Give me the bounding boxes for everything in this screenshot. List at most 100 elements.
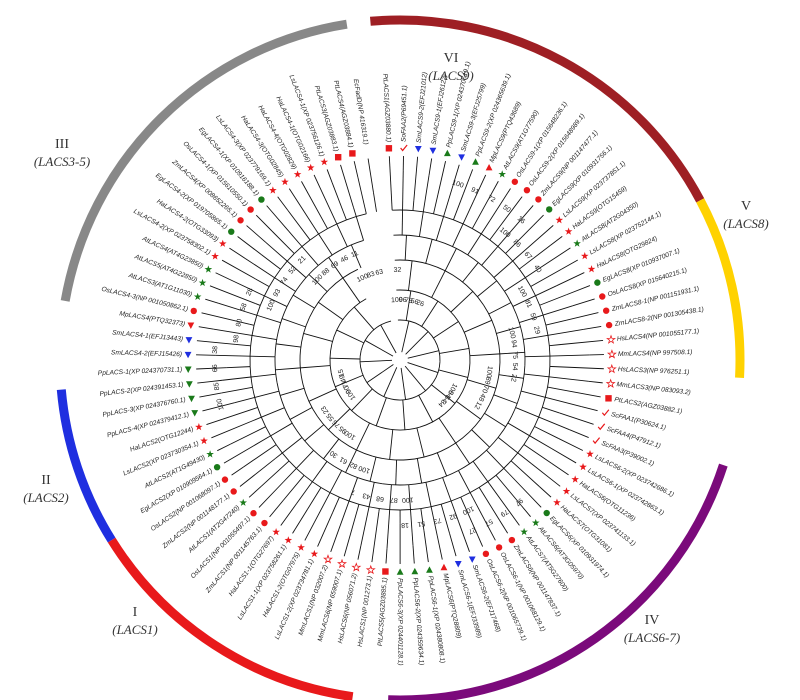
leaf-marker: [429, 147, 437, 155]
bootstrap-value: 57: [483, 517, 493, 527]
internal-spoke: [351, 388, 373, 411]
leaf-stem: [250, 416, 262, 422]
internal-spoke: [405, 290, 412, 321]
internal-spoke: [261, 407, 285, 418]
leaf-stem: [287, 210, 311, 241]
leaf-marker: [396, 568, 404, 575]
internal-spoke: [289, 407, 313, 420]
internal-spoke: [282, 437, 303, 454]
leaf-marker: [250, 510, 257, 517]
leaf-marker: [228, 228, 235, 235]
tip-branch: [499, 520, 509, 534]
leaf-stem: [430, 506, 438, 537]
tip-branch: [217, 443, 231, 452]
leaf-label: SmLACS4-2(EFJ15426): [111, 349, 182, 358]
tip-branch: [428, 158, 433, 176]
bootstrap-value: 59: [528, 312, 537, 322]
leaf-marker: [573, 239, 581, 247]
leaf-label: SmLACS9-1(EFJ26122): [431, 74, 449, 145]
leaf-marker: [562, 487, 571, 495]
leaf-stem: [440, 504, 450, 534]
leaf-label: HaLACS6(OTG11236): [578, 480, 636, 523]
leaf-stem: [443, 185, 454, 217]
bootstrap-value: 26: [415, 299, 425, 308]
tip-branch: [313, 174, 338, 224]
clade-ii-name: (LACS2): [23, 490, 69, 505]
bootstrap-value: 100: [485, 366, 493, 379]
tip-branch: [508, 473, 542, 508]
leaf-stem: [245, 258, 275, 279]
leaf-marker: [323, 554, 333, 564]
internal-spoke: [329, 470, 343, 493]
leaf-marker: [543, 509, 550, 517]
leaf-markers: [184, 144, 617, 575]
bootstrap-value: 34: [436, 398, 447, 409]
leaf-marker: [602, 307, 610, 314]
clade-arc-vi: [369, 15, 705, 203]
internal-spoke: [402, 399, 406, 430]
tip-branch: [561, 340, 604, 345]
internal-spoke: [481, 246, 499, 266]
leaf-stem: [469, 492, 477, 505]
internal-spoke: [401, 320, 410, 353]
internal-spoke: [456, 401, 481, 420]
tip-branch: [197, 379, 223, 384]
leaf-stem: [357, 177, 367, 214]
internal-spoke: [421, 300, 439, 327]
leaf-marker: [531, 518, 540, 527]
leaf-marker: [188, 395, 195, 403]
tip-branch: [215, 272, 230, 280]
internal-spoke: [520, 390, 546, 398]
internal-spoke: [499, 351, 525, 355]
leaf-marker: [187, 322, 195, 329]
leaf-marker: [443, 149, 451, 157]
internal-spoke: [389, 429, 394, 460]
internal-spoke: [405, 331, 429, 355]
internal-spoke: [395, 459, 398, 485]
tip-branch: [588, 380, 603, 384]
bootstrap-value: 71: [341, 379, 351, 389]
bootstrap-value: 79: [499, 507, 509, 517]
leaf-stem: [510, 460, 540, 487]
internal-spoke: [389, 484, 392, 510]
bootstrap-value: 74: [280, 276, 290, 286]
bootstrap-value: 100: [402, 496, 414, 504]
leaf-stem: [410, 509, 414, 546]
leaf-stem: [545, 319, 567, 326]
tip-branch: [559, 412, 594, 425]
tip-branch: [452, 164, 460, 187]
bootstrap-value: 100: [356, 273, 370, 284]
bootstrap-value: 92: [448, 511, 458, 520]
internal-spoke: [467, 379, 497, 389]
tip-branch: [221, 259, 256, 280]
bootstrap-value: 11: [350, 250, 360, 259]
leaf-label: HsLACS4(NP 001055177.1): [617, 328, 700, 343]
leaf-stem: [373, 192, 377, 212]
internal-spoke: [418, 395, 434, 423]
bootstrap-value: 61: [339, 455, 349, 465]
leaf-label: MpLACS6(PTQ28809): [442, 573, 463, 639]
tip-branch: [475, 503, 496, 541]
internal-spoke: [368, 482, 375, 507]
bootstrap-value: 49: [339, 374, 348, 384]
tip-branch: [412, 545, 415, 564]
bootstrap-value: 91: [470, 186, 480, 196]
internal-spoke: [356, 422, 370, 451]
leaf-marker: [587, 265, 596, 273]
leaf-stem: [523, 444, 552, 464]
leaf-marker: [198, 278, 207, 287]
leaf-stem: [282, 475, 305, 501]
leaf-marker: [185, 381, 193, 388]
leaf-marker: [520, 527, 528, 536]
bootstrap-value: 75: [511, 351, 518, 359]
leaf-label: PpLACS-1(XP 024370731.1): [98, 366, 183, 377]
leaf-marker: [184, 351, 192, 359]
leaf-marker: [458, 154, 465, 161]
internal-spoke: [504, 277, 526, 292]
internal-spoke: [279, 387, 305, 396]
bootstrap-value: 38: [212, 346, 219, 354]
leaf-stem: [226, 366, 251, 369]
tip-branch: [489, 188, 511, 221]
leaf-marker: [281, 177, 289, 186]
